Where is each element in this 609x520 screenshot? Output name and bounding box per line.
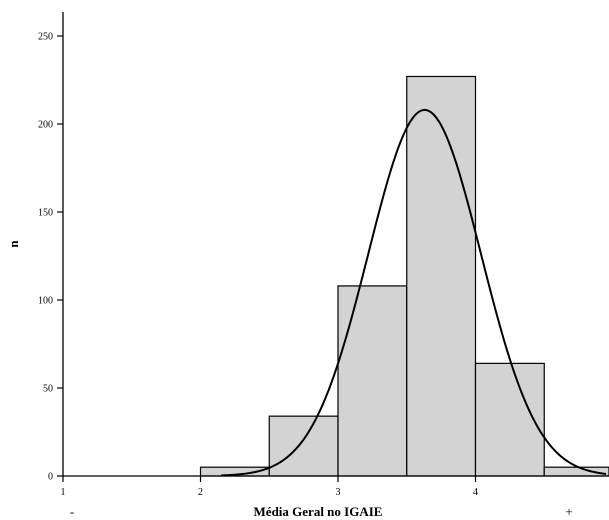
- x-tick-label: 1: [61, 487, 66, 498]
- y-axis-title: n: [6, 240, 21, 248]
- density-curve: [221, 108, 607, 477]
- x-tick-label: 2: [198, 487, 203, 498]
- y-tick-label: 250: [38, 32, 53, 43]
- y-tick-label: 100: [38, 296, 53, 307]
- histogram-bar: [337, 285, 408, 477]
- y-tick-label: 50: [43, 384, 53, 395]
- y-axis-ticks: 0 50 100 150 200 250: [38, 32, 63, 483]
- y-tick-label: 200: [38, 120, 53, 131]
- axes: [62, 12, 609, 477]
- y-tick-label: 0: [48, 472, 53, 483]
- x-axis-title: Média Geral no IGAIE: [254, 504, 383, 519]
- y-tick-label: 150: [38, 208, 53, 219]
- x-tick-label: 4: [473, 487, 478, 498]
- histogram-bar: [406, 75, 477, 477]
- x-axis-high-mark: +: [565, 504, 572, 519]
- x-axis-low-mark: -: [70, 504, 74, 519]
- histogram-bar: [543, 466, 609, 477]
- histogram-bars: [199, 75, 609, 477]
- x-axis-ticks: 1 2 3 4: [61, 476, 478, 498]
- x-tick-label: 3: [336, 487, 341, 498]
- histogram-bar: [268, 415, 339, 477]
